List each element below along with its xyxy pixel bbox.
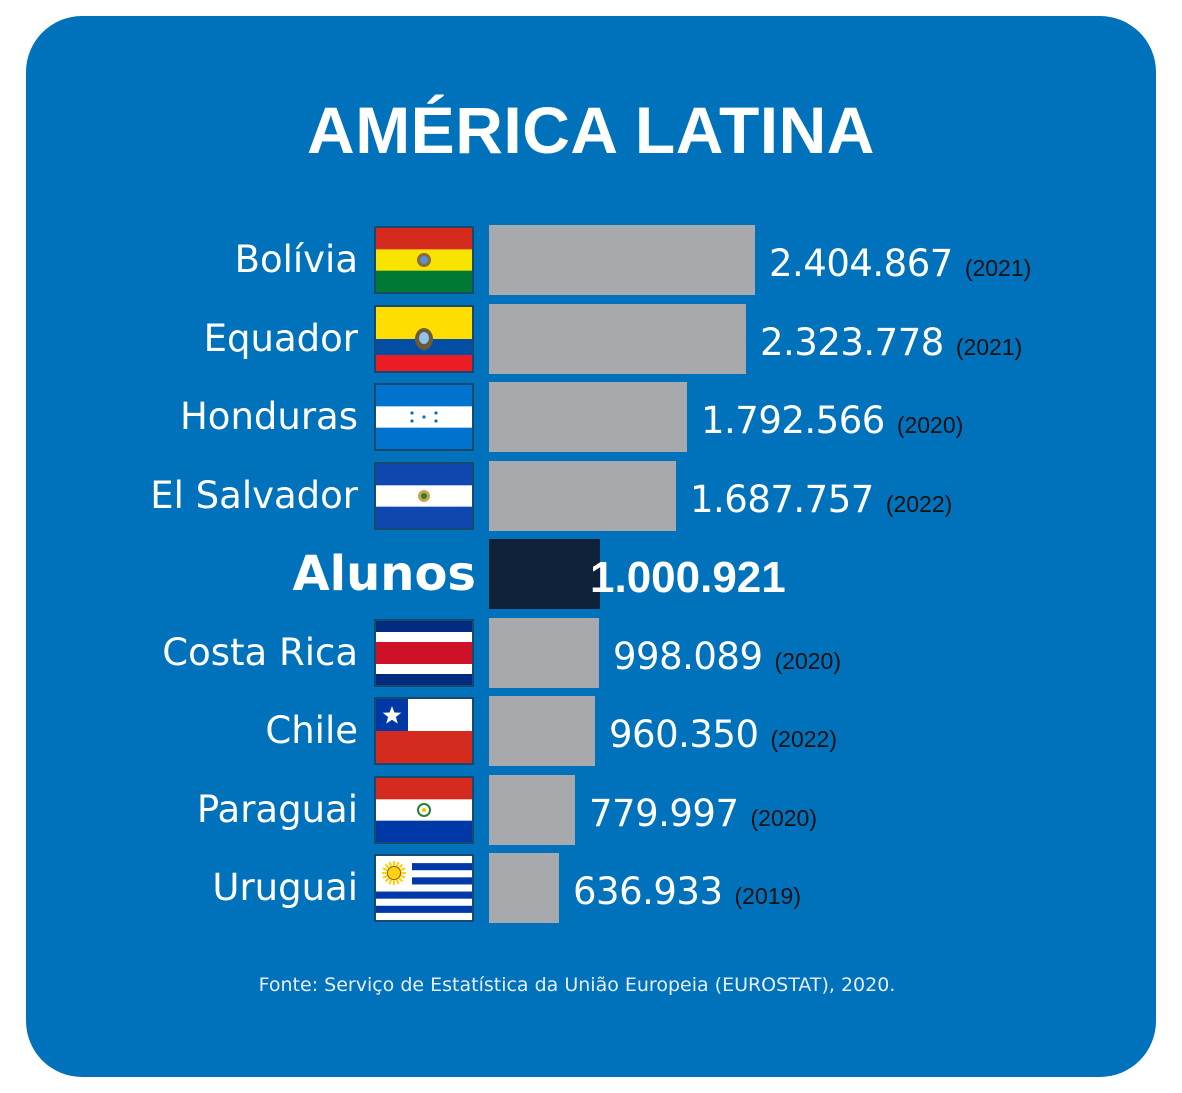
year-label: (2020) (896, 412, 964, 438)
value-number: 1.000.921 (590, 553, 786, 602)
value-label: 2.404.867 (2021) (769, 229, 1031, 299)
country-label: Paraguai (196, 788, 358, 831)
year-label: (2022) (885, 491, 953, 517)
bar (489, 225, 755, 295)
bar (489, 304, 746, 374)
bar (489, 853, 559, 923)
year-label: (2020) (750, 805, 817, 831)
value-number: 998.089 (613, 635, 763, 678)
country-label: El Salvador (150, 474, 358, 517)
el-salvador-flag-icon (376, 464, 472, 528)
paraguay-flag-icon (376, 778, 472, 842)
value-number: 2.323.778 (760, 321, 944, 364)
bar (489, 382, 687, 452)
bar (489, 461, 676, 531)
country-label: Uruguai (212, 866, 358, 909)
value-label: 1.687.757 (2022) (690, 465, 952, 535)
ecuador-flag-icon (376, 307, 472, 371)
value-label: 779.997 (2020) (589, 779, 817, 849)
year-label: (2022) (770, 726, 837, 752)
year-label: (2019) (734, 883, 801, 909)
value-number: 779.997 (589, 792, 739, 835)
value-label: 636.933 (2019) (573, 857, 801, 927)
year-label: (2020) (774, 648, 841, 674)
year-label: (2021) (955, 334, 1023, 360)
chile-flag-icon (376, 699, 472, 763)
bar (489, 618, 599, 688)
value-label: 1.000.921 (590, 543, 786, 613)
chart-title: AMÉRICA LATINA (307, 93, 875, 167)
value-label: 960.350 (2022) (609, 700, 837, 770)
country-label: Honduras (179, 395, 358, 438)
country-label: Bolívia (234, 238, 358, 281)
value-label: 998.089 (2020) (613, 622, 841, 692)
country-label: Costa Rica (162, 631, 358, 674)
country-label: Equador (203, 317, 358, 360)
value-number: 1.687.757 (690, 478, 874, 521)
bar (489, 775, 575, 845)
uruguay-flag-icon (376, 856, 472, 920)
costa-rica-flag-icon (376, 621, 472, 685)
highlight-label: Alunos (292, 546, 477, 602)
bar (489, 696, 595, 766)
honduras-flag-icon (376, 385, 472, 449)
value-label: 1.792.566 (2020) (701, 386, 963, 456)
value-number: 636.933 (573, 870, 723, 913)
year-label: (2021) (964, 255, 1032, 281)
bolivia-flag-icon (376, 228, 472, 292)
highlight-bar (489, 539, 600, 609)
value-number: 2.404.867 (769, 242, 953, 285)
value-label: 2.323.778 (2021) (760, 308, 1022, 378)
source-note: Fonte: Serviço de Estatística da União E… (258, 974, 896, 996)
country-label: Chile (265, 709, 358, 752)
value-number: 960.350 (609, 713, 759, 756)
value-number: 1.792.566 (701, 399, 885, 442)
